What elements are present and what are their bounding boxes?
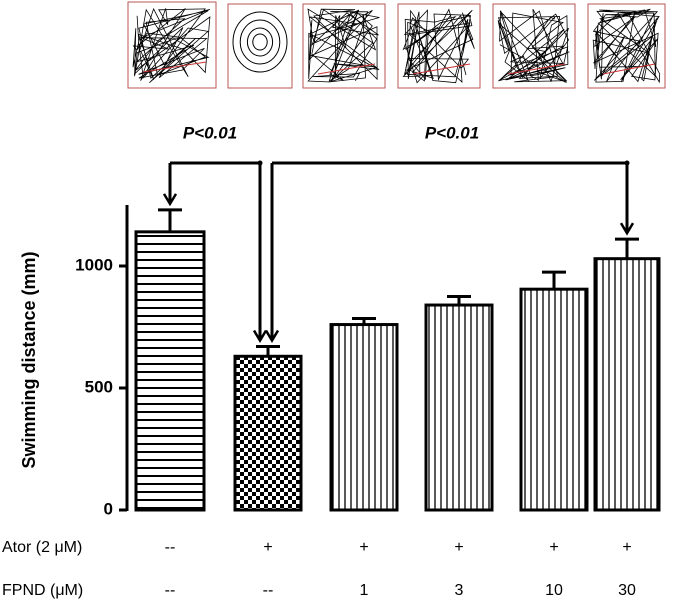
thumbnail-frame <box>227 3 293 89</box>
row-value: 1 <box>360 582 369 599</box>
thumbnail-frame <box>397 3 481 89</box>
bar <box>134 230 206 512</box>
row-value: + <box>263 539 272 556</box>
annotation: P<0.01 <box>425 123 479 142</box>
y-axis-label: Swimming distance (mm) <box>19 251 39 468</box>
bar <box>329 323 399 512</box>
track <box>246 27 274 57</box>
bar <box>593 257 661 512</box>
bracket-arrow <box>162 193 178 207</box>
track <box>232 11 288 73</box>
row-value: + <box>359 539 368 556</box>
row-value: -- <box>165 582 176 599</box>
row-value: + <box>549 539 558 556</box>
track <box>412 63 471 75</box>
row-value: 3 <box>455 582 464 599</box>
track <box>317 63 376 75</box>
row-value: + <box>454 539 463 556</box>
track <box>592 8 661 84</box>
bracket-arrow <box>619 222 635 236</box>
row-label: FPND (μM) <box>2 582 83 599</box>
bracket-arrow <box>264 329 280 343</box>
row-value: -- <box>263 582 274 599</box>
row-value: -- <box>165 539 176 556</box>
y-tick-label: 1000 <box>75 255 113 274</box>
row-value: 30 <box>618 582 636 599</box>
track <box>507 63 566 75</box>
bar <box>424 303 494 512</box>
bracket-dot <box>624 160 630 166</box>
track <box>402 8 475 84</box>
bar <box>233 354 303 512</box>
track <box>602 63 656 75</box>
track <box>132 7 211 84</box>
y-tick-label: 0 <box>104 499 113 518</box>
track <box>307 8 380 83</box>
track <box>239 19 281 65</box>
annotation: P<0.01 <box>183 123 237 142</box>
track-thumbnails <box>127 1 666 89</box>
bracket-dot <box>257 160 263 166</box>
row-value: + <box>622 539 631 556</box>
track <box>142 61 207 73</box>
track <box>497 9 570 83</box>
thumbnail-frame <box>587 3 666 89</box>
row-label: Ator (2 μM) <box>2 539 82 556</box>
y-tick-label: 500 <box>85 377 113 396</box>
track <box>252 33 268 51</box>
bar <box>519 287 589 512</box>
bracket-arrow <box>252 329 268 343</box>
row-value: 10 <box>545 582 563 599</box>
